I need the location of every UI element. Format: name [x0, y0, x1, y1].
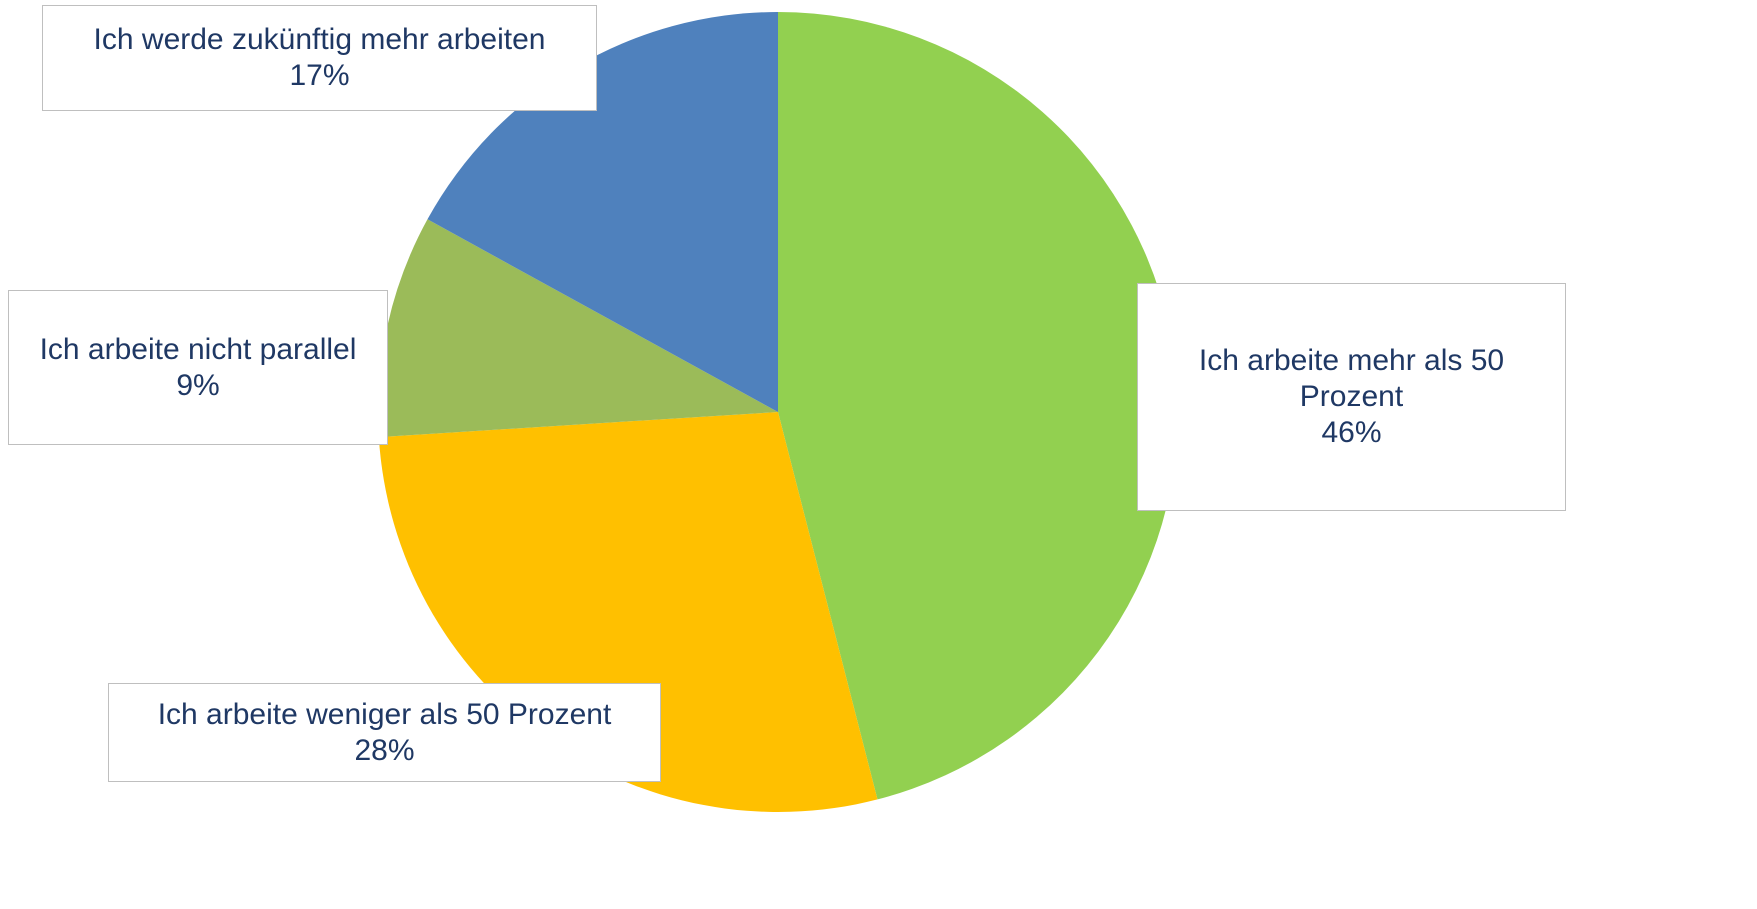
- pie-slice: [427, 11, 778, 412]
- data-label: Ich arbeite nicht parallel 9%: [8, 290, 388, 445]
- label-value: 9%: [176, 368, 220, 402]
- label-category: Ich arbeite weniger als 50 Prozent: [157, 697, 612, 731]
- label-value: 46%: [1321, 416, 1382, 449]
- label-category: Ich arbeite nicht parallel: [39, 332, 357, 366]
- data-label: Ich arbeite mehr als 50 Prozent 46%: [1137, 283, 1566, 511]
- label-value: 28%: [354, 733, 415, 767]
- pie-slice: [778, 12, 1179, 800]
- label-category: Ich arbeite mehr als 50 Prozent: [1198, 344, 1505, 413]
- pie-slice: [378, 412, 878, 812]
- data-label: Ich werde zukünftig mehr arbeiten 17%: [42, 5, 597, 111]
- label-category: Ich werde zukünftig mehr arbeiten: [93, 23, 546, 56]
- label-value: 17%: [289, 59, 350, 92]
- data-label: Ich arbeite weniger als 50 Prozent 28%: [108, 683, 661, 782]
- pie-slice: [378, 219, 778, 438]
